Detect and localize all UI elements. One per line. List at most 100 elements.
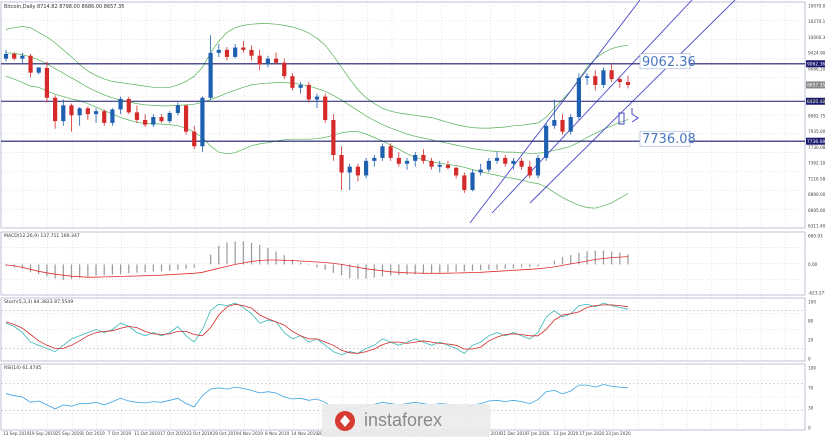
candle-body: [53, 97, 58, 122]
level-label: 9062.36: [642, 55, 696, 70]
date-tick-label: 29 Oct 2019: [213, 431, 239, 436]
price-tick-label: 8402.68: [808, 98, 825, 103]
candle-body: [364, 160, 369, 176]
candle-body: [167, 112, 172, 122]
candle-body: [28, 55, 33, 73]
candle-body: [388, 146, 393, 158]
price-tick-label: 9086.10: [808, 66, 825, 71]
candle-body: [462, 175, 467, 191]
level-label-box: [639, 53, 691, 70]
level-label: 7736.08: [642, 132, 696, 147]
panel-tick-label: 0: [808, 357, 811, 362]
candle-body: [372, 157, 377, 161]
candle-body: [85, 108, 90, 115]
candle-body: [519, 160, 524, 167]
macd-panel: MACD(12,26,9) 137.711 169.347 660.93 0.00…: [4, 233, 825, 296]
grid: [0, 1, 806, 431]
price-tick-label: 10000.35: [808, 35, 825, 40]
channel-median-line: [491, 0, 693, 214]
candle-body: [183, 105, 189, 132]
candle-body: [404, 160, 410, 164]
support-resistance-levels: 9062.36 9062.36 8420.48 7736.08 7736.08: [1, 53, 825, 147]
level-price-tag: [806, 137, 825, 145]
price-tick-label: 9424.90: [808, 51, 825, 56]
candle-body: [527, 166, 532, 176]
candle-body: [175, 105, 180, 113]
candle-body: [380, 146, 385, 158]
candle-body: [535, 157, 541, 176]
candle-body: [77, 108, 82, 116]
candle-body: [282, 62, 287, 77]
stochastic-header: Stoch(5,3,3) 84.3823 87.5549: [4, 299, 73, 305]
price-tick-label: 6890.00: [808, 192, 825, 197]
panel-tick-label: 660.93: [808, 234, 823, 239]
candle-body: [36, 67, 41, 73]
candle-body: [3, 53, 9, 59]
date-tick-label: 17 Oct 2019: [160, 431, 186, 436]
date-tick-label: 31 Dec 2019: [501, 431, 528, 436]
candle-body: [159, 117, 164, 122]
candle-body: [306, 84, 311, 100]
stochastic-panel: Stoch(5,3,3) 84.3823 87.5549 100 80 20 0: [1, 299, 816, 362]
price-candles: [3, 35, 631, 193]
band-middle-line: [5, 52, 629, 154]
candle-body: [339, 155, 344, 173]
candle-body: [69, 105, 74, 116]
panel-tick-label: 80: [808, 319, 814, 324]
date-tick-label: 13 Jan 2020: [553, 431, 578, 436]
price-tick-label: 8062.75: [808, 114, 825, 119]
candle-body: [273, 58, 279, 63]
candle-body: [503, 157, 508, 164]
candle-body: [134, 112, 140, 120]
date-tick-label: 7 Jan 2020: [527, 431, 550, 436]
candle-body: [61, 105, 66, 122]
date-tick-label: 14 Nov 2019: [291, 431, 318, 436]
candle-body: [192, 131, 197, 147]
candle-body: [298, 84, 303, 88]
candle-body: [454, 167, 459, 176]
date-tick-label: 19 Sep 2019: [29, 431, 56, 436]
candle-body: [437, 164, 442, 167]
candle-body: [323, 96, 328, 120]
rsi-header: RSI(14) 61.4745: [4, 365, 41, 371]
macd-signal-line: [5, 256, 629, 278]
level-price-tag: [806, 97, 825, 105]
price-tick-label: 7116.58: [808, 176, 825, 181]
level-price-tag-text: 8420.48: [807, 99, 825, 105]
candle-body: [568, 117, 573, 132]
candle-body: [584, 76, 590, 78]
candle-body: [233, 47, 238, 57]
date-tick-label: 25 Sep 2019: [55, 431, 82, 436]
candle-body: [396, 157, 401, 164]
current-price-tag-text: 8657.35: [807, 83, 825, 89]
candle-body: [200, 97, 205, 147]
candle-body: [257, 55, 262, 65]
candle-body: [347, 166, 352, 173]
candle-body: [151, 117, 156, 125]
price-axis: 10070.0510270.1510000.359424.909086.1087…: [806, 4, 825, 229]
price-tick-label: 7730.08: [808, 145, 825, 150]
price-tick-label: 10270.15: [808, 19, 825, 24]
instaforex-logo-icon: [335, 410, 355, 431]
candle-body: [110, 109, 115, 123]
bollinger-bands: [5, 23, 629, 209]
band-lower-line: [5, 75, 629, 209]
date-tick-label: 1 Oct 2019: [82, 431, 106, 436]
date-tick-label: 23 Oct 2019: [186, 431, 212, 436]
watermark: instaforex: [322, 404, 490, 437]
price-tick-label: 7935.00: [808, 129, 825, 134]
candle-body: [413, 155, 418, 161]
candle-body: [208, 52, 213, 98]
candle-body: [143, 119, 148, 125]
candle-body: [216, 49, 221, 53]
price-tick-label: 6695.00: [808, 208, 825, 213]
panel-tick-label: 70: [808, 386, 814, 391]
band-upper-line: [5, 23, 629, 129]
panel-tick-label: 0: [808, 426, 811, 431]
candle-body: [429, 160, 434, 167]
candle-body: [249, 49, 254, 56]
date-tick-label: 8 Nov 2019: [265, 431, 289, 436]
candle-body: [552, 119, 557, 126]
panel-tick-label: 20: [808, 338, 814, 343]
